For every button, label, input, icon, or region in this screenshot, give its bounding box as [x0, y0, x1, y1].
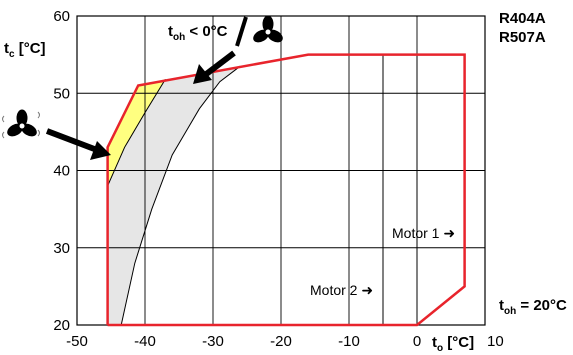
fan-icon-left	[2, 109, 40, 139]
refrigerant-label-r507a: R507A	[499, 29, 546, 46]
x-tick-label: 0	[413, 333, 421, 350]
slash-divider	[235, 16, 248, 47]
grid-lines	[77, 16, 485, 325]
boundary-curves	[107, 65, 241, 326]
y-tick-label: 30	[53, 240, 70, 257]
y-tick-label: 40	[53, 163, 70, 180]
fan-icon-top	[253, 15, 283, 43]
x-tick-label: -40	[134, 333, 156, 350]
envelope-polyline	[106, 53, 466, 327]
tick-labels: -50 -40 -30 -20 -10 0 10 20 30 40 50 60	[53, 8, 503, 350]
motor-2-label: Motor 2 ➜	[310, 282, 373, 298]
x-tick-label: -50	[66, 333, 88, 350]
x-tick-label: -30	[202, 333, 224, 350]
zones	[107, 66, 241, 325]
grey-zone	[107, 66, 241, 325]
fan-condition-label: toh < 0°C	[168, 23, 228, 43]
x-axis-label: to [°C]	[432, 334, 474, 354]
arrow-to-yellow-zone	[45, 128, 111, 160]
y-tick-label: 50	[53, 85, 70, 102]
y-tick-label: 20	[53, 317, 70, 334]
yellow-zone-boundary	[107, 79, 166, 187]
toh-label: toh = 20°C	[499, 297, 567, 317]
envelope-line	[106, 53, 466, 327]
yellow-zone	[107, 79, 166, 186]
refrigerant-label-r404a: R404A	[499, 10, 546, 27]
motor-1-label: Motor 1 ➜	[392, 225, 455, 241]
y-axis-label: tc [°C]	[4, 40, 46, 60]
arrow-to-grey-zone	[193, 50, 236, 84]
y-tick-label: 60	[53, 8, 70, 25]
x-tick-label: 10	[487, 333, 504, 350]
grey-zone-boundary	[120, 65, 241, 326]
x-tick-label: -10	[338, 333, 360, 350]
x-tick-label: -20	[270, 333, 292, 350]
